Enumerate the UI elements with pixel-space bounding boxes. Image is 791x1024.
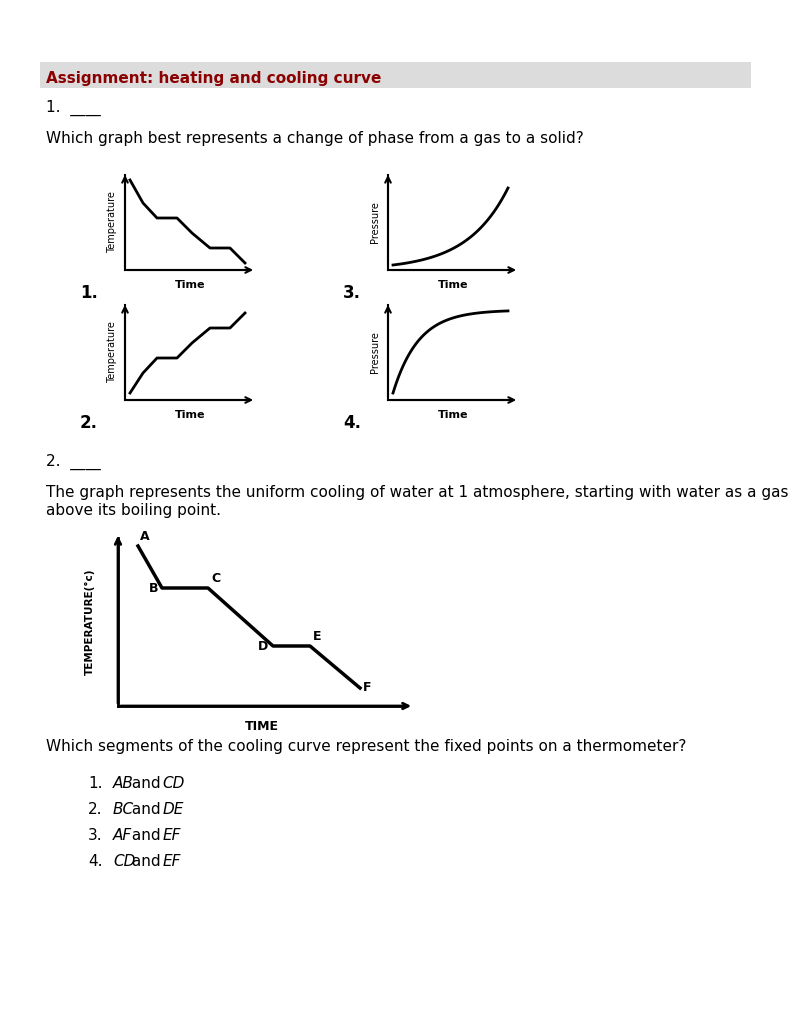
Text: D: D [258, 640, 268, 653]
Text: Time: Time [438, 410, 469, 420]
Text: 3.: 3. [88, 828, 103, 844]
Text: F: F [363, 681, 372, 694]
Text: and: and [127, 828, 165, 844]
Text: 1.: 1. [88, 776, 103, 792]
Text: Time: Time [176, 410, 206, 420]
Text: The graph represents the uniform cooling of water at 1 atmosphere, starting with: The graph represents the uniform cooling… [46, 484, 789, 500]
Text: 4.: 4. [343, 414, 361, 432]
Text: 2.: 2. [80, 414, 98, 432]
Text: Assignment: heating and cooling curve: Assignment: heating and cooling curve [46, 71, 381, 85]
Text: EF: EF [162, 854, 180, 869]
Text: BC: BC [113, 803, 134, 817]
Text: B: B [149, 582, 158, 595]
Text: TIME: TIME [245, 720, 279, 732]
Text: above its boiling point.: above its boiling point. [46, 504, 221, 518]
Text: AF: AF [113, 828, 132, 844]
Text: 2.  ____: 2. ____ [46, 454, 100, 470]
Text: and: and [127, 854, 165, 869]
Text: 4.: 4. [88, 854, 103, 869]
Text: AB: AB [113, 776, 134, 792]
Text: E: E [313, 630, 321, 643]
Text: CD: CD [113, 854, 135, 869]
Text: Pressure: Pressure [370, 202, 380, 244]
Text: CD: CD [162, 776, 184, 792]
Text: 2.: 2. [88, 803, 103, 817]
Text: TEMPERATURE(°c): TEMPERATURE(°c) [85, 568, 95, 675]
Text: Time: Time [438, 280, 469, 290]
Text: Temperature: Temperature [107, 322, 117, 383]
Text: 3.: 3. [343, 284, 361, 302]
Text: DE: DE [162, 803, 184, 817]
Text: 1.: 1. [80, 284, 98, 302]
Text: EF: EF [162, 828, 180, 844]
Text: 1.  ____: 1. ____ [46, 100, 100, 116]
Text: and: and [127, 803, 165, 817]
Text: C: C [211, 572, 220, 585]
Text: Time: Time [176, 280, 206, 290]
Text: Pressure: Pressure [370, 332, 380, 374]
Text: Which segments of the cooling curve represent the fixed points on a thermometer?: Which segments of the cooling curve repr… [46, 738, 687, 754]
Text: A: A [140, 530, 149, 543]
FancyBboxPatch shape [40, 62, 751, 88]
Text: and: and [127, 776, 165, 792]
Text: Temperature: Temperature [107, 191, 117, 253]
Text: Which graph best represents a change of phase from a gas to a solid?: Which graph best represents a change of … [46, 130, 584, 145]
